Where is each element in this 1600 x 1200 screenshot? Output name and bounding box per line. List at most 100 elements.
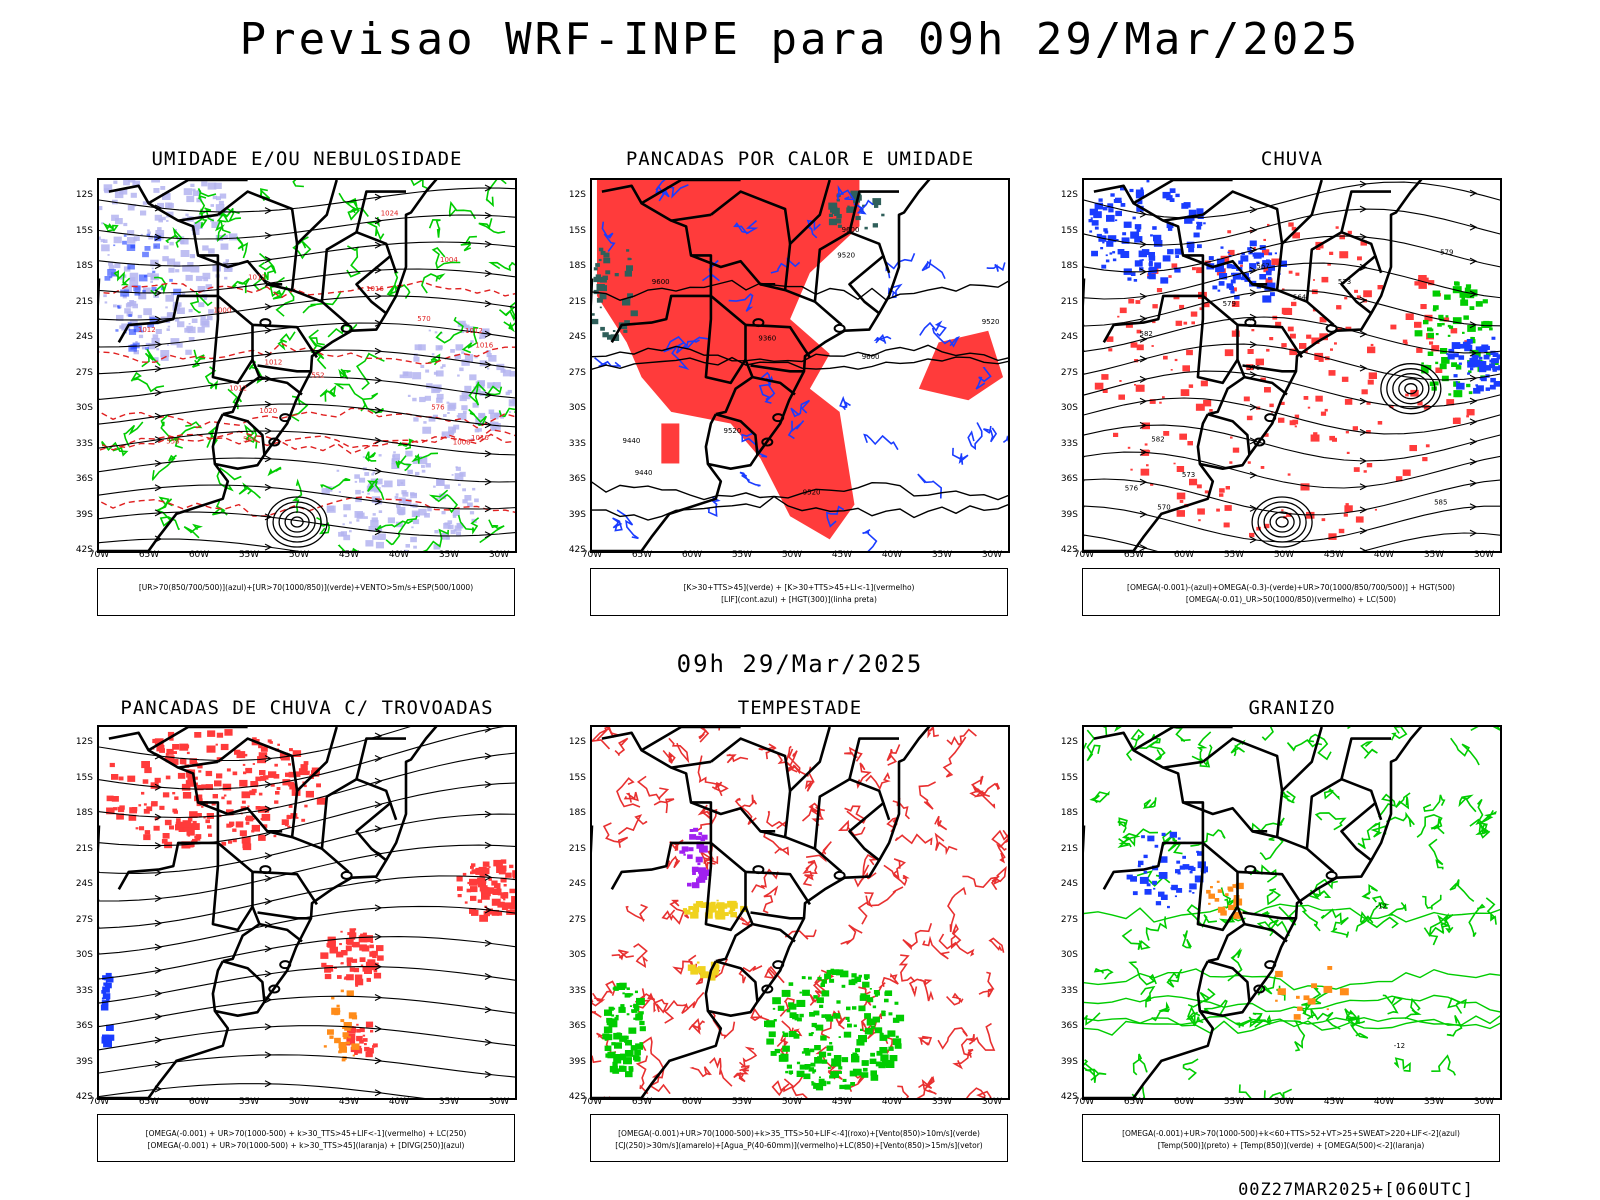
contour-label: 1016 (475, 342, 493, 350)
lon-tick-label: 45W (338, 550, 360, 560)
panel-title-p6: GRANIZO (1248, 697, 1336, 719)
lon-tick-label: 60W (188, 1097, 210, 1107)
lon-tick-label: 55W (731, 550, 753, 560)
legend-p2: [K>30+TTS>45](verde) + [K>30+TTS>45+LI<-… (590, 568, 1008, 616)
contour-label: 1016 (471, 434, 489, 442)
lat-tick-label: 24S (75, 879, 93, 889)
contour-label: 564 (243, 436, 257, 444)
lat-tick-label: 30S (1060, 950, 1078, 960)
lat-tick-label: 39S (1060, 1056, 1078, 1067)
lat-tick-label: 12S (568, 737, 586, 747)
contour-label: 9600 (842, 226, 860, 234)
lat-tick-label: 42S (1060, 545, 1078, 555)
contour-label: 573 (1338, 278, 1351, 286)
lon-tick-label: 30W (488, 1097, 510, 1107)
contour-label: 1012 (138, 326, 156, 334)
lon-tick-label: 30W (981, 1097, 1003, 1107)
lat-tick-label: 21S (568, 843, 586, 854)
lat-tick-label: 39S (568, 1056, 586, 1067)
lon-tick-label: 60W (681, 1097, 703, 1107)
lat-tick-label: 39S (1060, 509, 1078, 520)
legend-p5: [OMEGA(-0.001)+UR>70(1000-500)+k>35_TTS>… (590, 1114, 1008, 1162)
lon-tick-label: 35W (1423, 1097, 1445, 1107)
contour-label: 9360 (758, 335, 776, 343)
contour-label: 9520 (803, 489, 821, 497)
lat-tick-label: 36S (1060, 1021, 1078, 1031)
legend-line: [LIF](cont.azul) + [HGT(300)](linha pret… (721, 595, 877, 604)
lat-tick-label: 15S (1060, 772, 1078, 783)
lon-tick-label: 35W (1423, 550, 1445, 560)
lat-tick-label: 42S (75, 1092, 93, 1102)
contour-label: -12 (1376, 903, 1387, 911)
lon-tick-label: 40W (1373, 1097, 1395, 1107)
contour-label: 1016 (366, 285, 384, 293)
lon-tick-label: 30W (1473, 550, 1495, 560)
legend-p3: [OMEGA(-0.001)-(azul)+OMEGA(-0.3)-(verde… (1082, 568, 1500, 616)
map-canvas: 585 582 579 576 573 570 567 564 582 579 576 573 (1084, 180, 1500, 551)
lat-tick-label: 18S (568, 261, 586, 271)
contour-label: 9600 (862, 353, 880, 361)
contour-label: 585 (1434, 498, 1447, 506)
legend-line: [CJ(250)>30m/s](amarelo)+[Agua_P(40-60mm… (615, 1141, 983, 1150)
lat-tick-label: 18S (75, 808, 93, 818)
contour-label: 1012 (229, 384, 247, 392)
lon-tick-label: 40W (881, 1097, 903, 1107)
lon-tick-label: 70W (581, 1097, 603, 1107)
lon-tick-label: 40W (388, 550, 410, 560)
lat-tick-label: 27S (1060, 367, 1078, 378)
lat-tick-label: 33S (1060, 438, 1078, 449)
lon-tick-label: 30W (488, 550, 510, 560)
lat-tick-label: 18S (568, 808, 586, 818)
lat-tick-label: 15S (568, 772, 586, 783)
legend-p1: [UR>70(850/700/500)](azul)+[UR>70(1000/8… (97, 568, 515, 616)
contour-label: 567 (1256, 262, 1269, 270)
lat-tick-label: 15S (1060, 225, 1078, 236)
lat-tick-label: 15S (568, 225, 586, 236)
lon-tick-label: 35W (931, 1097, 953, 1107)
lat-tick-label: 27S (568, 367, 586, 378)
lon-tick-label: 60W (188, 550, 210, 560)
panel-title-p4: PANCADAS DE CHUVA C/ TROVOADAS (120, 697, 494, 719)
lon-tick-label: 65W (631, 1097, 653, 1107)
map-p4 (97, 725, 517, 1100)
main-title: Previsao WRF-INPE para 09h 29/Mar/2025 (239, 14, 1361, 65)
lat-tick-label: 30S (1060, 403, 1078, 413)
lat-tick-label: 12S (75, 737, 93, 747)
legend-line: [OMEGA(-0.001)+UR>70(1000-500)+k<60+TTS>… (1122, 1129, 1460, 1138)
contour-label: 1024 (381, 209, 399, 217)
lat-tick-label: 42S (568, 1092, 586, 1102)
lon-tick-label: 40W (388, 1097, 410, 1107)
lat-tick-label: 27S (1060, 914, 1078, 925)
contour-label: 1012 (265, 359, 283, 367)
lat-tick-label: 39S (568, 509, 586, 520)
lon-tick-label: 55W (1223, 550, 1245, 560)
lon-tick-label: 60W (1173, 1097, 1195, 1107)
lat-tick-label: 39S (75, 509, 93, 520)
contour-label: 9520 (724, 427, 742, 435)
lat-tick-label: 12S (75, 190, 93, 200)
lon-tick-label: 30W (981, 550, 1003, 560)
contour-label: 9520 (982, 318, 1000, 326)
lon-tick-label: 60W (1173, 550, 1195, 560)
lat-tick-label: 18S (1060, 261, 1078, 271)
contour-label: 558 (166, 437, 179, 445)
legend-p4: [OMEGA(-0.001) + UR>70(1000-500) + k>30_… (97, 1114, 515, 1162)
lat-tick-label: 24S (75, 332, 93, 342)
lat-tick-label: 21S (568, 296, 586, 307)
lon-tick-label: 50W (288, 550, 310, 560)
map-canvas: 1012 1012 1016 1016 1012 1016 1020 1024 1008 1004… (99, 180, 515, 551)
panel-title-p1: UMIDADE E/OU NEBULOSIDADE (151, 148, 463, 170)
lat-tick-label: 36S (75, 1021, 93, 1031)
lat-tick-label: 33S (75, 985, 93, 996)
legend-line: [OMEGA(-0.001) + UR>70(1000-500) + k>30_… (147, 1141, 465, 1150)
lat-tick-label: 42S (75, 545, 93, 555)
contour-label: 1012 (465, 327, 483, 335)
map-p3: 585 582 579 576 573 570 567 564 582 579 576 573 (1082, 178, 1502, 553)
map-canvas (99, 727, 515, 1098)
panel-title-p5: TEMPESTADE (737, 697, 863, 719)
lat-tick-label: 24S (568, 332, 586, 342)
lon-tick-label: 50W (781, 550, 803, 560)
lat-tick-label: 18S (1060, 808, 1078, 818)
lat-tick-label: 30S (75, 950, 93, 960)
lon-tick-label: 45W (1323, 1097, 1345, 1107)
